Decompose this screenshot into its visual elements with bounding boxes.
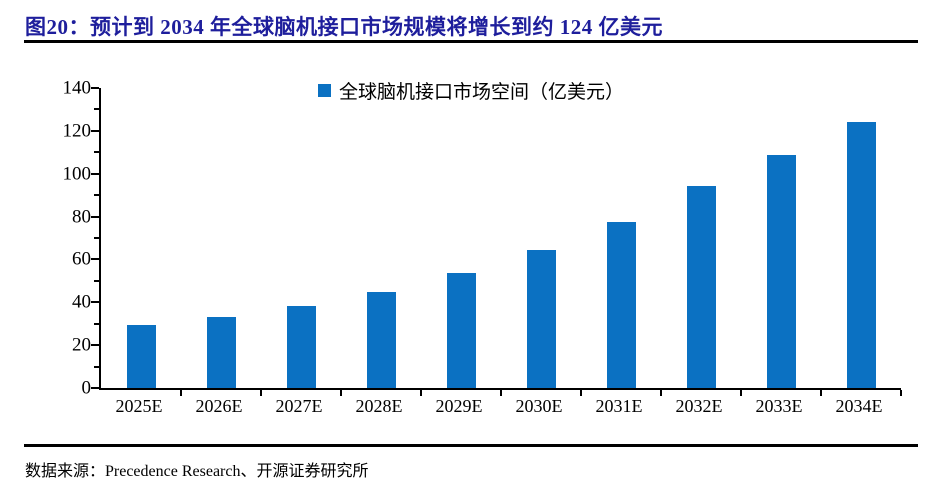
y-tick-label: 60 xyxy=(72,248,91,270)
bar-2027E xyxy=(286,305,316,388)
bar-category-2026E xyxy=(181,88,261,388)
chart-plot-row: 0 20 40 60 80 100 120 140 xyxy=(24,79,902,398)
legend-series-label: 全球脑机接口市场空间（亿美元） xyxy=(338,82,624,103)
y-minor-tick xyxy=(94,151,99,154)
x-tick-label-2033E: 2033E xyxy=(755,396,803,416)
y-minor-tick xyxy=(94,365,99,368)
x-boundary-tick xyxy=(260,390,262,396)
title-divider-rule xyxy=(24,40,918,43)
x-axis-labels: 2025E 2026E 2027E 2028E 2029E 2030E 2031E 2032E… xyxy=(99,396,899,417)
y-minor-tick xyxy=(94,194,99,197)
y-axis-labels: 0 20 40 60 80 100 120 140 xyxy=(24,79,99,398)
x-boundary-tick xyxy=(500,390,502,396)
data-source-note: 数据来源：Precedence Research、开源证券研究所 xyxy=(25,463,369,480)
bar-2033E xyxy=(766,155,796,388)
y-minor-tick xyxy=(94,322,99,325)
x-tick-label-2026E: 2026E xyxy=(195,396,243,416)
bar-category-2031E xyxy=(581,88,661,388)
x-tick-label-2034E: 2034E xyxy=(835,396,883,416)
y-minor-tick xyxy=(94,108,99,111)
chart-legend: 全球脑机接口市场空间（亿美元） xyxy=(71,77,871,104)
bars-container xyxy=(101,88,901,388)
bar-2025E xyxy=(126,325,156,388)
x-boundary-tick xyxy=(820,390,822,396)
y-major-tick xyxy=(91,172,99,175)
y-major-tick xyxy=(91,129,99,132)
bar-2032E xyxy=(686,185,716,388)
plot-area xyxy=(91,87,902,396)
y-major-tick xyxy=(91,215,99,218)
x-boundary-tick xyxy=(660,390,662,396)
figure-title: 图20：预计到 2034 年全球脑机接口市场规模将增长到约 124 亿美元 xyxy=(25,15,663,39)
bar-2029E xyxy=(446,273,476,388)
x-boundary-tick xyxy=(420,390,422,396)
y-tick-label: 120 xyxy=(62,120,92,142)
y-tick-label: 140 xyxy=(62,77,92,99)
x-tick-label-2025E: 2025E xyxy=(115,396,163,416)
y-tick-label: 80 xyxy=(72,206,91,228)
x-boundary-tick xyxy=(180,390,182,396)
y-minor-tick xyxy=(94,237,99,239)
bar-category-2027E xyxy=(261,88,341,388)
y-major-tick xyxy=(91,258,99,261)
bar-category-2034E xyxy=(821,88,901,388)
x-tick-label-2032E: 2032E xyxy=(675,396,723,416)
bar-2034E xyxy=(846,122,876,388)
x-tick-label-2027E: 2027E xyxy=(275,396,323,416)
y-tick-label: 0 xyxy=(81,377,92,399)
bar-2028E xyxy=(366,291,396,388)
y-major-tick xyxy=(91,344,99,347)
legend-color-swatch-icon xyxy=(317,84,331,97)
x-tick-label-2031E: 2031E xyxy=(595,396,643,416)
bar-category-2025E xyxy=(101,88,181,388)
footer-divider-rule xyxy=(24,444,918,447)
x-tick-label-2028E: 2028E xyxy=(355,396,403,416)
y-minor-tick xyxy=(94,279,99,282)
y-tick-label: 20 xyxy=(72,334,91,356)
bar-category-2028E xyxy=(341,88,421,388)
bar-2031E xyxy=(606,222,636,388)
x-boundary-tick xyxy=(340,390,342,396)
x-tick-label-2029E: 2029E xyxy=(435,396,483,416)
y-major-tick xyxy=(91,387,99,389)
bar-2030E xyxy=(526,250,556,388)
y-tick-label: 40 xyxy=(72,291,91,313)
bar-category-2029E xyxy=(421,88,501,388)
x-boundary-tick xyxy=(900,390,902,396)
bar-category-2033E xyxy=(741,88,821,388)
x-boundary-tick xyxy=(740,390,742,396)
bar-2026E xyxy=(206,316,236,388)
bar-category-2032E xyxy=(661,88,741,388)
x-tick-label-2030E: 2030E xyxy=(515,396,563,416)
y-major-tick xyxy=(91,87,99,89)
bar-category-2030E xyxy=(501,88,581,388)
x-boundary-tick xyxy=(580,390,582,396)
y-major-tick xyxy=(91,301,99,304)
y-tick-label: 100 xyxy=(62,163,92,185)
